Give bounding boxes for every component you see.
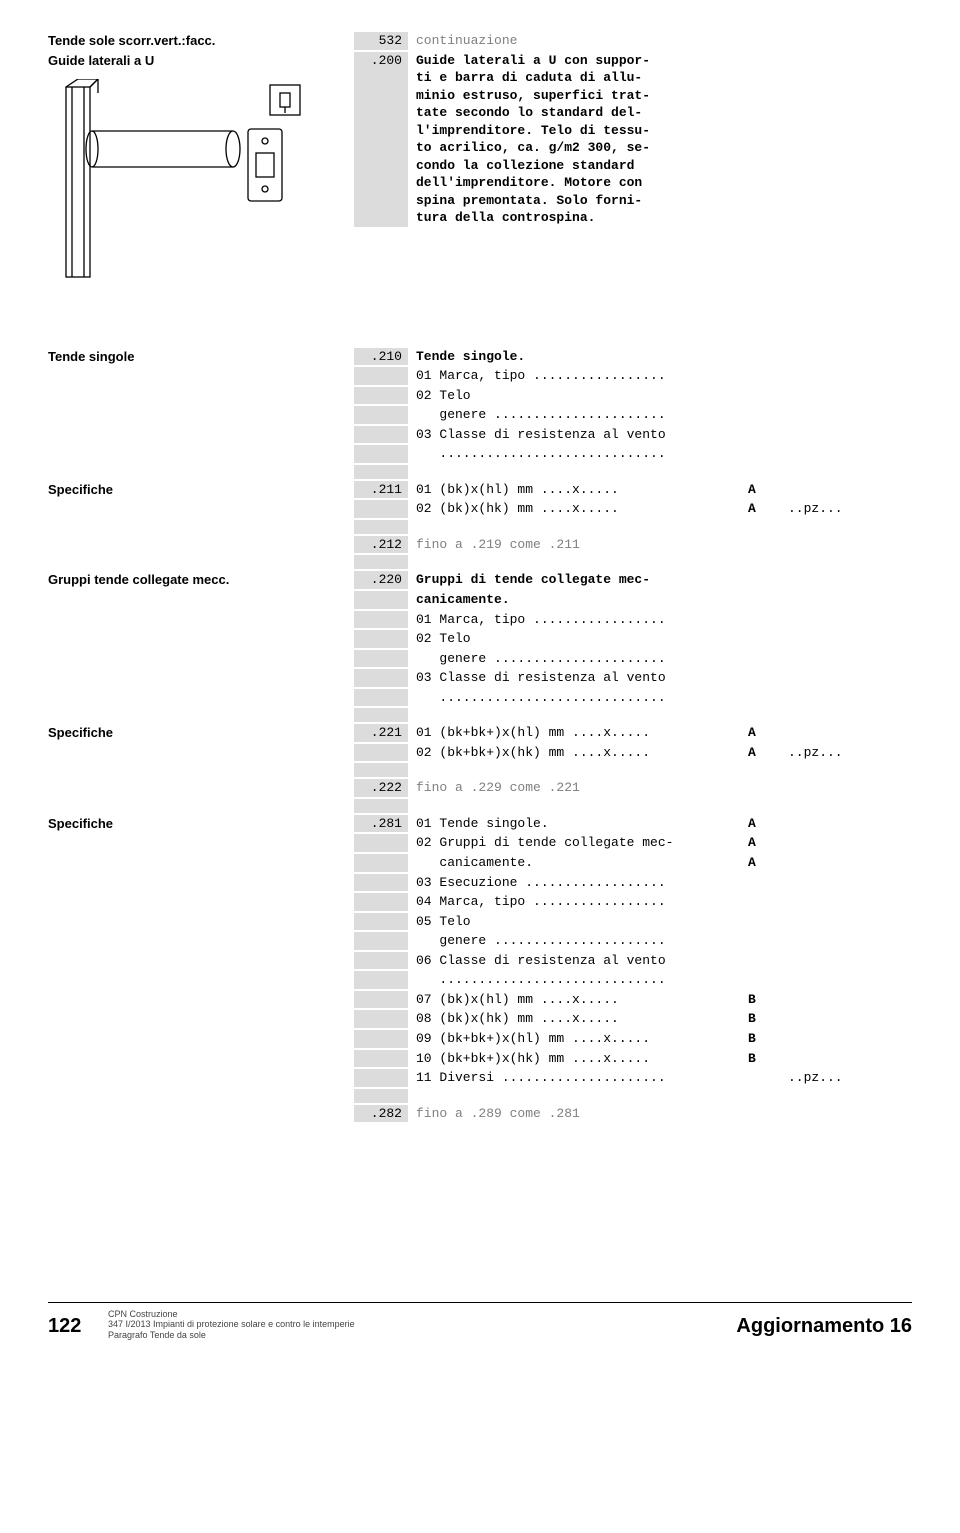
code-200: .200 [354,52,408,70]
a-281-1: A [748,834,756,852]
label-221: Specifiche [48,724,354,742]
l-220-1: 02 Telo [408,630,912,648]
pz-221-1: ..pz... [788,744,843,762]
r-211-1: 02 (bk)x(hk) mm ....x..... [416,501,619,516]
title2-220: canicamente. [416,592,510,607]
r-281-13: 11 Diversi ..................... [416,1070,666,1085]
l-210-2: genere ...................... [408,406,912,424]
sec-200-row: Guide laterali a U [48,52,912,306]
label-281: Specifiche [48,815,354,833]
label-210: Tende singole [48,348,354,366]
t-222: fino a .229 come .221 [408,779,912,797]
t-200-1: ti e barra di caduta di allu- [416,70,642,85]
l-210-0: 01 Marca, tipo ................. [408,367,912,385]
l-220-0: 01 Marca, tipo ................. [408,611,912,629]
a-221-0: A [748,724,756,742]
a-281-11: B [748,1030,756,1048]
r-281-0: 01 Tende singole. [416,816,549,831]
l-220-2: genere ...................... [408,650,912,668]
code-220: .220 [354,571,408,589]
code-282: .282 [354,1105,408,1123]
r-281-9: 07 (bk)x(hl) mm ....x..... [416,992,619,1007]
a-281-12: B [748,1050,756,1068]
pz-211-1: ..pz... [788,500,843,518]
r-221-0: 01 (bk+bk+)x(hl) mm ....x..... [416,725,650,740]
footer-right: Aggiornamento 16 [736,1313,912,1340]
header-row: Tende sole scorr.vert.:facc. 532 continu… [48,32,912,50]
r-281-6: genere ...................... [416,933,666,948]
t-200-3: tate secondo lo standard del- [416,105,642,120]
a-221-1: A [748,744,756,762]
illustration-block: Guide laterali a U [48,52,354,306]
t-200-8: spina premontata. Solo forni- [416,193,642,208]
a-211-0: A [748,481,756,499]
a-281-10: B [748,1010,756,1028]
guide-label: Guide laterali a U [48,52,346,70]
t-200-9: tura della controspina. [416,210,595,225]
r-281-8: ............................. [416,972,666,987]
header-code: 532 [354,32,408,50]
r-281-3: 03 Esecuzione .................. [416,875,666,890]
header-cont: continuazione [408,32,912,50]
a-211-1: A [748,500,756,518]
code-281: .281 [354,815,408,833]
t-200-5: to acrilico, ca. g/m2 300, se- [416,140,650,155]
r-281-10: 08 (bk)x(hk) mm ....x..... [416,1011,619,1026]
code-211: .211 [354,481,408,499]
l-210-3: 03 Classe di resistenza al vento [408,426,912,444]
l-220-3: 03 Classe di resistenza al vento [408,669,912,687]
l-210-4: ............................. [408,445,912,463]
t-200-4: l'imprenditore. Telo di tessu- [416,123,650,138]
r-281-1: 02 Gruppi di tende collegate mec- [416,835,673,850]
r-281-12: 10 (bk+bk+)x(hk) mm ....x..... [416,1051,650,1066]
label-211: Specifiche [48,481,354,499]
line-200-0: Guide laterali a U con suppor- [408,52,912,70]
r-281-11: 09 (bk+bk+)x(hl) mm ....x..... [416,1031,650,1046]
a-281-2: A [748,854,756,872]
page-footer: 122 CPN Costruzione 347 I/2013 Impianti … [48,1302,912,1340]
page-number: 122 [48,1313,108,1340]
r-281-4: 04 Marca, tipo ................. [416,894,666,909]
header-left: Tende sole scorr.vert.:facc. [48,32,354,50]
code-212: .212 [354,536,408,554]
t-200-7: dell'imprenditore. Motore con [416,175,642,190]
r-281-7: 06 Classe di resistenza al vento [416,953,666,968]
footer-l1: CPN Costruzione [108,1309,736,1319]
title-220: Gruppi di tende collegate mec- [416,572,650,587]
l-210-1: 02 Telo [408,387,912,405]
t-200-0: Guide laterali a U con suppor- [416,53,650,68]
r-281-2: canicamente. [416,855,533,870]
label-220: Gruppi tende collegate mecc. [48,571,354,589]
pz-281-13: ..pz... [788,1069,843,1087]
r-211-0: 01 (bk)x(hl) mm ....x..... [416,482,619,497]
t-282: fino a .289 come .281 [408,1105,912,1123]
t-200-6: condo la collezione standard [416,158,634,173]
t-200-2: minio estruso, superfici trat- [416,88,650,103]
footer-l3: Paragrafo Tende da sole [108,1330,736,1340]
code-221: .221 [354,724,408,742]
t-212: fino a .219 come .211 [408,536,912,554]
a-281-0: A [748,815,756,833]
a-281-9: B [748,991,756,1009]
guide-illustration [48,79,318,289]
footer-l2: 347 I/2013 Impianti di protezione solare… [108,1319,736,1329]
title-210: Tende singole. [416,349,525,364]
r-221-1: 02 (bk+bk+)x(hk) mm ....x..... [416,745,650,760]
r-281-5: 05 Telo [416,914,471,929]
l-220-4: ............................. [408,689,912,707]
footer-mid: CPN Costruzione 347 I/2013 Impianti di p… [108,1309,736,1340]
code-210: .210 [354,348,408,366]
code-222: .222 [354,779,408,797]
